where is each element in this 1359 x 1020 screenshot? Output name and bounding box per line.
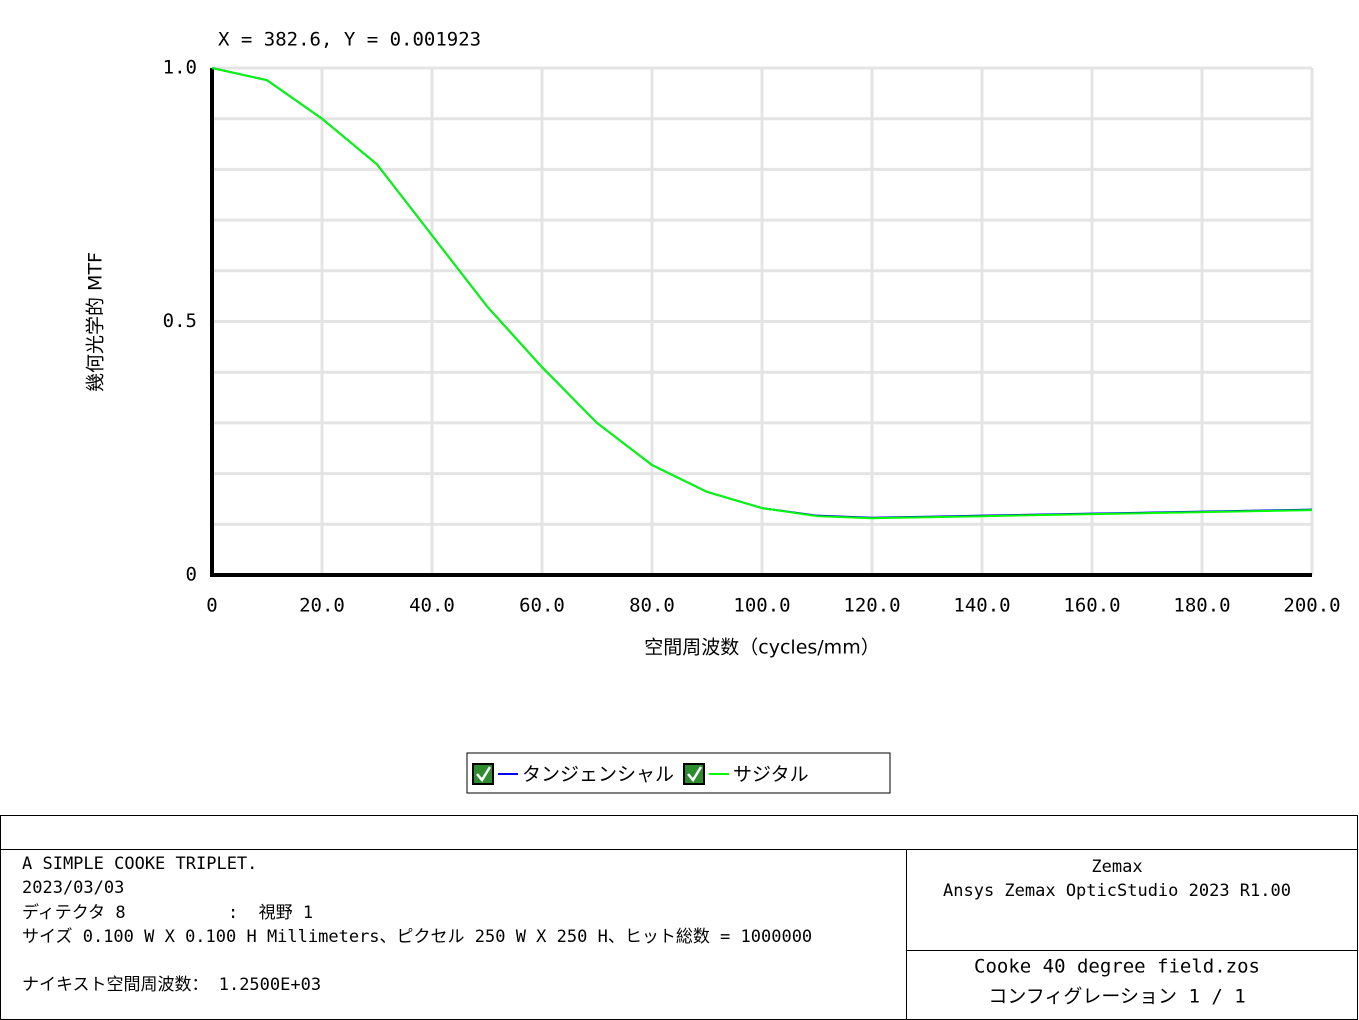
footer-text: コンフィグレーション 1 / 1: [988, 986, 1245, 1008]
x-tick-label: 200.0: [1283, 595, 1340, 617]
cursor-readout: X = 382.6, Y = 0.001923: [218, 29, 481, 51]
x-tick-label: 40.0: [409, 595, 455, 617]
x-tick-label: 140.0: [953, 595, 1010, 617]
legend-check: [476, 766, 492, 783]
footer-text: A SIMPLE COOKE TRIPLET.: [22, 854, 257, 874]
footer-text: サイズ 0.100 W X 0.100 H Millimeters、ピクセル 2…: [22, 927, 812, 947]
y-tick-label: 0.5: [163, 310, 197, 332]
footer-text: Zemax: [1091, 857, 1142, 877]
footer-text: Cooke 40 degree field.zos: [974, 956, 1260, 978]
x-axis-label: 空間周波数（cycles/mm）: [644, 637, 879, 659]
footer-text: 2023/03/03: [22, 878, 124, 898]
footer-text: ナイキスト空間周波数： 1.2500E+03: [22, 975, 321, 995]
y-tick-label: 1.0: [163, 57, 197, 79]
legend-items: タンジェンシャル サジタル: [472, 763, 809, 786]
plot-area: 0 0.5 1.0 0 20.0 40.0 60.0 80.0 100.0 120.0 140.0 1…: [163, 57, 1341, 617]
legend-label: タンジェンシャル: [522, 764, 674, 786]
x-tick-label: 0: [206, 595, 217, 617]
x-tick-label: 100.0: [733, 595, 790, 617]
legend-check: [687, 766, 703, 783]
x-tick-label: 160.0: [1063, 595, 1120, 617]
x-tick-label: 60.0: [519, 595, 565, 617]
footer-text: Ansys Zemax OpticStudio 2023 R1.00: [943, 881, 1291, 901]
footer-text: ディテクタ 8 : 視野 1: [22, 902, 313, 923]
y-tick-label: 0: [186, 564, 197, 586]
legend-label: サジタル: [733, 764, 809, 786]
x-tick-label: 180.0: [1173, 595, 1230, 617]
y-axis-label: 幾何光学的 MTF: [85, 252, 107, 392]
x-tick-label: 20.0: [299, 595, 345, 617]
x-tick-label: 120.0: [843, 595, 900, 617]
x-tick-label: 80.0: [629, 595, 675, 617]
legend: [466, 752, 891, 794]
series-line: [211, 67, 1313, 520]
